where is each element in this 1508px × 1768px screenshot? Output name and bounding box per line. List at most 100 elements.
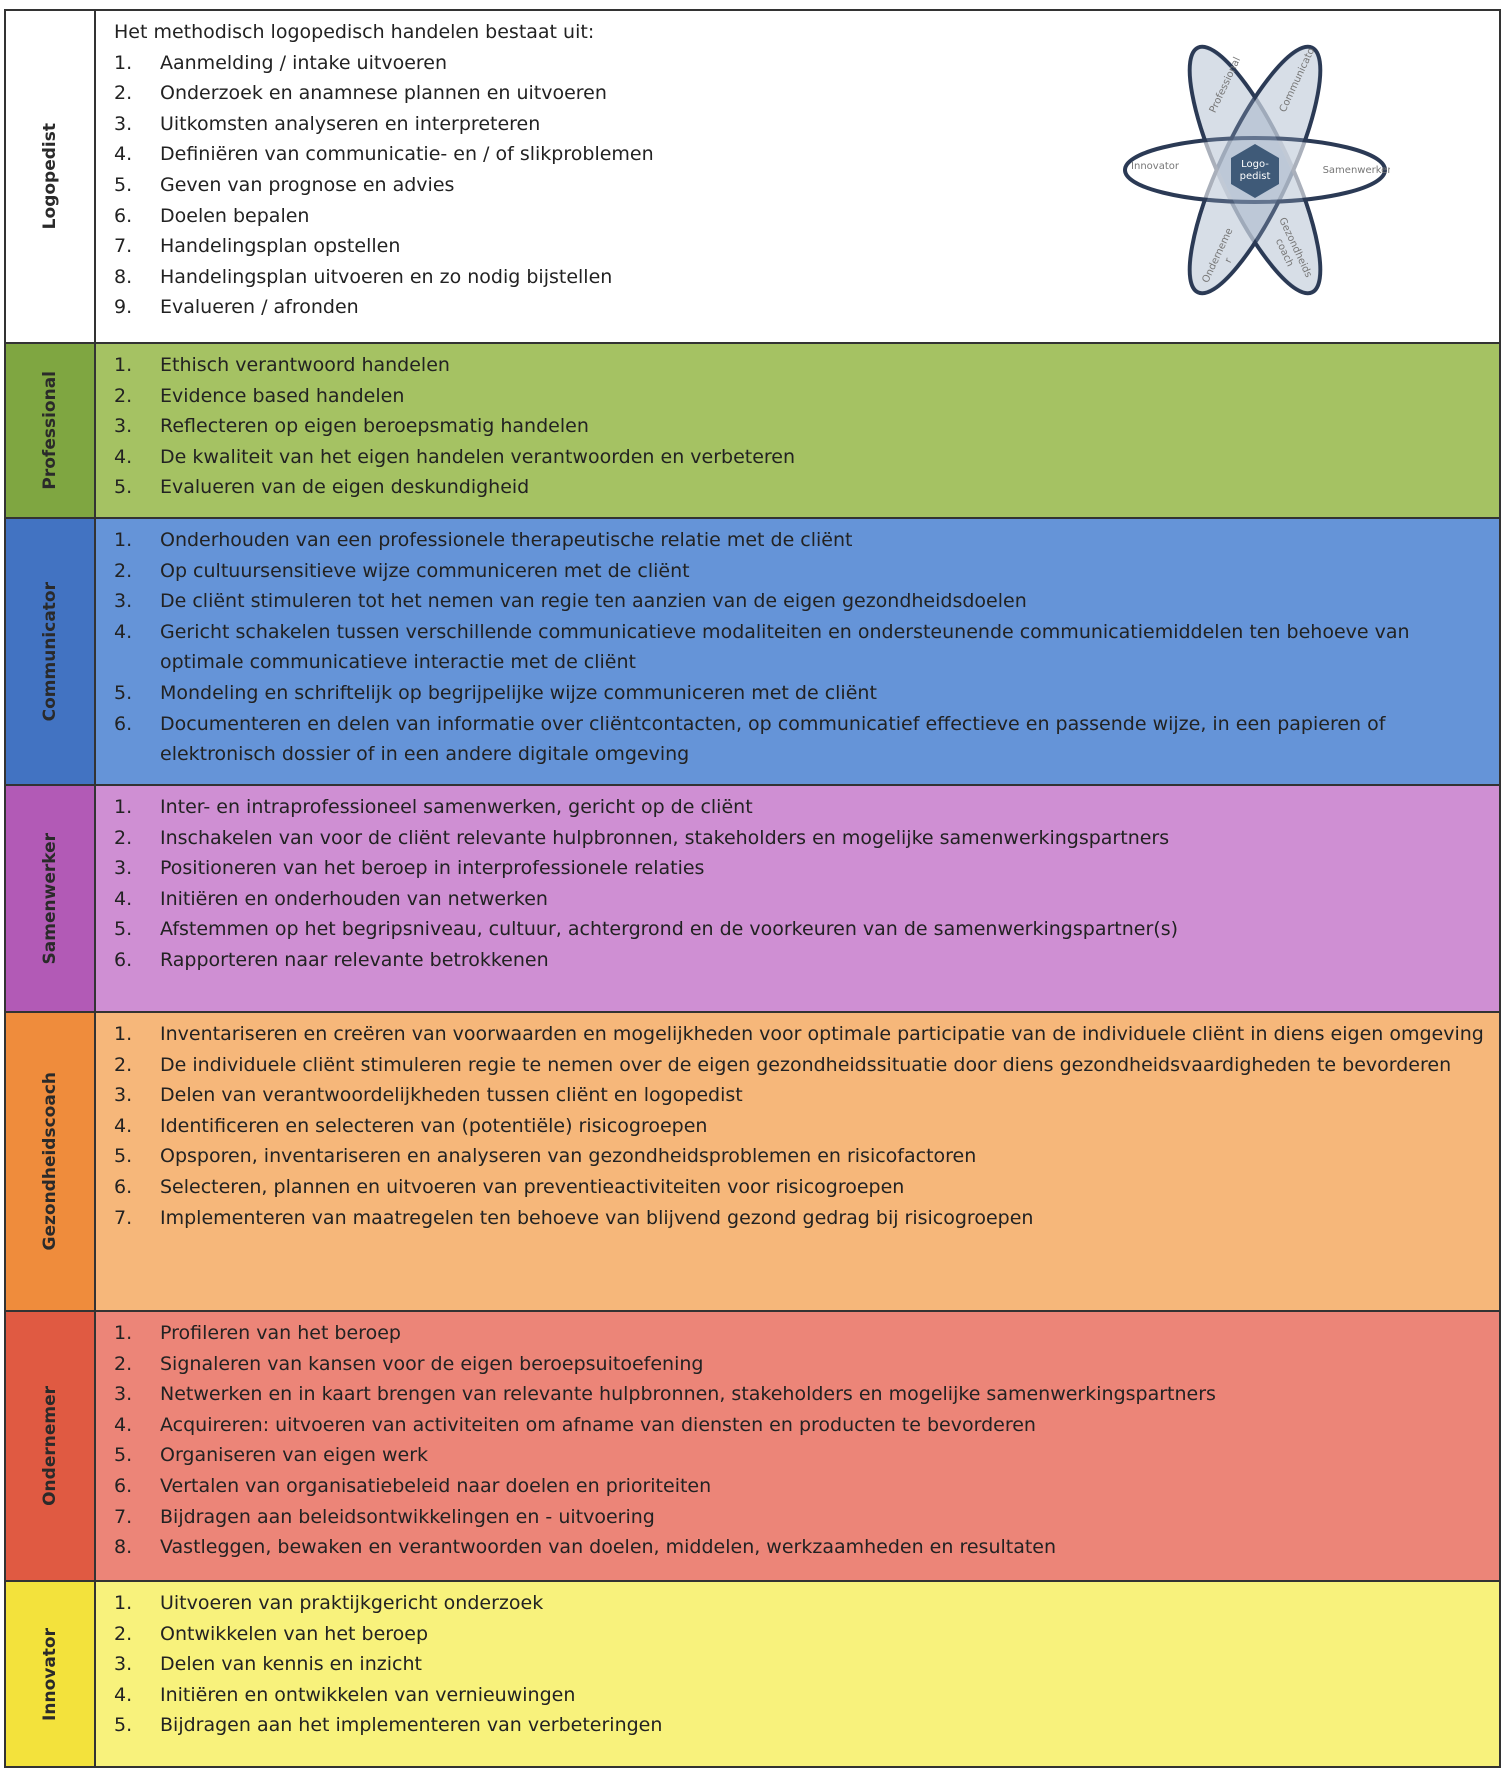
- item-number: 1.: [114, 51, 133, 74]
- item-text: Initiëren en onderhouden van netwerken: [160, 887, 548, 910]
- list-item: 4. Identificeren en selecteren van (poten…: [114, 1111, 1489, 1142]
- list-item: 1. Inter- en intraprofessioneel samenwerk…: [114, 792, 1489, 823]
- list-item: 3. Delen van kennis en inzicht: [114, 1649, 1489, 1680]
- item-number: 1.: [114, 1023, 133, 1045]
- item-number: 3.: [114, 1653, 133, 1676]
- item-text: Inter- en intraprofessioneel samenwerken…: [160, 796, 753, 818]
- list-item: 4. Acquireren: uitvoeren van activiteiten…: [114, 1410, 1489, 1441]
- item-number: 2.: [114, 559, 133, 582]
- item-text: Onderhouden van een professionele therap…: [160, 529, 853, 551]
- item-number: 6.: [114, 1175, 133, 1198]
- list-item: 4. De kwaliteit van het eigen handelen ve…: [114, 442, 1489, 473]
- item-text: Onderzoek en anamnese plannen en uitvoer…: [160, 82, 607, 105]
- item-text: De kwaliteit van het eigen handelen vera…: [160, 445, 796, 468]
- role-label: Gezondheidscoach: [40, 1072, 60, 1251]
- item-text: Delen van kennis en inzicht: [160, 1653, 422, 1676]
- item-number: 2.: [114, 1053, 133, 1076]
- role-label: Logopedist: [40, 123, 60, 230]
- list-item: 5. Organiseren van eigen werk: [114, 1440, 1489, 1471]
- role-cell: Communicator: [6, 519, 96, 784]
- items-cell: Het methodisch logopedisch handelen best…: [96, 11, 1499, 342]
- label-line: Logo-: [1241, 159, 1269, 170]
- item-number: 8.: [114, 265, 133, 288]
- item-text: Signaleren van kansen voor de eigen bero…: [160, 1352, 704, 1375]
- list-item: 7. Implementeren van maatregelen ten beho…: [114, 1203, 1489, 1234]
- role-label: Communicator: [40, 581, 60, 722]
- item-text: Uitvoeren van praktijkgericht onderzoek: [160, 1592, 544, 1614]
- item-text: Geven van prognose en advies: [160, 173, 455, 196]
- section-row: Gezondheidscoach 1. Inventariseren en creë…: [6, 1011, 1499, 1310]
- item-number: 3.: [114, 112, 133, 135]
- list-item: 4. Initiëren en ontwikkelen van vernieuwi…: [114, 1680, 1489, 1711]
- list-item: 2. Onderzoek en anamnese plannen en uitvo…: [114, 78, 1489, 109]
- item-number: 5.: [114, 476, 133, 499]
- item-text: Op cultuursensitieve wijze communiceren …: [160, 559, 690, 582]
- role-flower-diagram: Logo-pedist Professional CommunicatoSamen…: [1123, 44, 1390, 296]
- item-number: 6.: [114, 204, 133, 227]
- item-text: Vertalen van organisatiebeleid naar doel…: [160, 1474, 712, 1497]
- item-text: Profileren van het beroep: [160, 1322, 401, 1344]
- role-cell: Innovator: [6, 1582, 96, 1766]
- item-number: 4.: [114, 620, 133, 643]
- item-text: Handelingsplan opstellen: [160, 235, 401, 258]
- intro: Het methodisch logopedisch handelen best…: [114, 21, 595, 43]
- list-item: 2. Signaleren van kansen voor de eigen be…: [114, 1349, 1489, 1380]
- item-text: Mondeling en schriftelijk op begrijpelij…: [160, 681, 877, 704]
- item-text: Documenteren en delen van informatie ove…: [160, 712, 1386, 766]
- item-text: Bijdragen aan beleidsontwikkelingen en -…: [160, 1505, 655, 1528]
- item-text: Inschakelen van voor de cliënt relevante…: [160, 826, 1170, 849]
- item-number: 2.: [114, 82, 133, 105]
- item-number: 1.: [114, 1592, 133, 1614]
- item-number: 4.: [114, 1683, 133, 1706]
- list-item: 3. Uitkomsten analyseren en interpreteren: [114, 109, 1489, 140]
- item-text: Implementeren van maatregelen ten behoev…: [160, 1206, 1034, 1229]
- list-item: 5. Opsporen, inventariseren en analyseren…: [114, 1141, 1489, 1172]
- list-item: 5. Geven van prognose en advies: [114, 170, 1489, 201]
- item-number: 2.: [114, 384, 133, 407]
- role-cell: Samenwerker: [6, 786, 96, 1011]
- role-cell: Gezondheidscoach: [6, 1013, 96, 1310]
- role-label: Samenwerker: [40, 832, 60, 965]
- list-item: 8. Handelingsplan uitvoeren en zo nodig b…: [114, 262, 1489, 293]
- item-number: 2.: [114, 1622, 133, 1645]
- item-number: 4.: [114, 143, 133, 166]
- item-number: 5.: [114, 173, 133, 196]
- list-item: 1. Ethisch verantwoord handelen: [114, 350, 1489, 381]
- item-number: 3.: [114, 857, 133, 880]
- item-text: Evalueren / afronden: [160, 296, 359, 319]
- item-text: Afstemmen op het begripsniveau, cultuur,…: [160, 918, 1179, 941]
- list-item: 1. Profileren van het beroep: [114, 1318, 1489, 1349]
- item-text: Netwerken en in kaart brengen van releva…: [160, 1383, 1216, 1406]
- list-item: 4. Initiëren en onderhouden van netwerken: [114, 884, 1489, 915]
- item-number: 6.: [114, 712, 133, 735]
- items-cell: 1. Inter- en intraprofessioneel samenwerk…: [96, 786, 1499, 1011]
- section-row: Samenwerker 1. Inter- en intraprofessionee…: [6, 784, 1499, 1011]
- item-text: De cliënt stimuleren tot het nemen van r…: [160, 590, 1027, 613]
- item-number: 5.: [114, 1444, 133, 1467]
- list-item: 6. Selecteren, plannen en uitvoeren van p…: [114, 1172, 1489, 1203]
- list-item: 6. Vertalen van organisatiebeleid naar do…: [114, 1471, 1489, 1502]
- center-hex: [1231, 144, 1279, 198]
- item-text: Acquireren: uitvoeren van activiteiten o…: [160, 1413, 1036, 1436]
- item-text: Initiëren en ontwikkelen van vernieuwing…: [160, 1683, 576, 1706]
- item-text: Bijdragen aan het implementeren van verb…: [160, 1714, 663, 1737]
- list-item: 2. De individuele cliënt stimuleren regie…: [114, 1050, 1489, 1081]
- list-item: 2. Inschakelen van voor de cliënt relevan…: [114, 823, 1489, 854]
- item-text: Definiëren van communicatie- en / of sli…: [160, 143, 654, 166]
- item-number: 8.: [114, 1536, 133, 1559]
- item-number: 5.: [114, 918, 133, 941]
- petal-label: Samenwerker: [1323, 165, 1390, 176]
- section-row: Communicator 1. Onderhouden van een profes…: [6, 517, 1499, 784]
- list-item: 5. Afstemmen op het begripsniveau, cultuu…: [114, 914, 1489, 945]
- item-number: 5.: [114, 681, 133, 704]
- list-item: 3. Positioneren van het beroep in interpr…: [114, 853, 1489, 884]
- item-number: 4.: [114, 445, 133, 468]
- item-number: 3.: [114, 590, 133, 613]
- item-text: Ontwikkelen van het beroep: [160, 1622, 429, 1645]
- list-item: 6. Rapporteren naar relevante betrokkenen: [114, 945, 1489, 976]
- item-text: Ethisch verantwoord handelen: [160, 354, 450, 376]
- item-number: 1.: [114, 354, 133, 376]
- item-text: Gericht schakelen tussen verschillende c…: [160, 620, 1410, 674]
- item-text: Evalueren van de eigen deskundigheid: [160, 476, 530, 499]
